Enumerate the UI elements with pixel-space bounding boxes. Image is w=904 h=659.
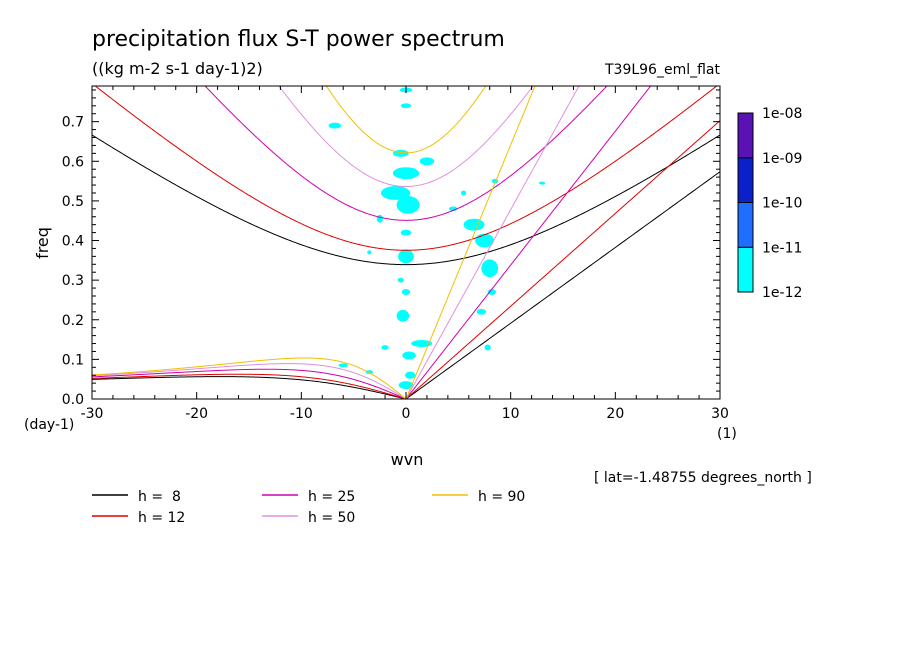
y-tick-label: 0.0 xyxy=(62,392,84,408)
dispersion-curve-h25-ig xyxy=(204,86,608,221)
y-axis-label: freq xyxy=(33,227,52,259)
legend-label: h = 50 xyxy=(308,510,355,526)
colorbar-label: 1e-12 xyxy=(762,285,802,301)
y-tick-label: 0.3 xyxy=(62,273,84,289)
spectrum-blob xyxy=(392,167,420,180)
legend-label: h = 90 xyxy=(478,489,525,505)
x-tick-label: -10 xyxy=(290,406,313,422)
spectrum-blob xyxy=(398,381,414,390)
spectrum-blob xyxy=(538,181,546,185)
dispersion-curve-h25-er xyxy=(92,368,407,399)
dispersion-curve-h50-er xyxy=(92,363,407,399)
y-tick-label: 0.1 xyxy=(62,352,84,368)
y-tick-label: 0.7 xyxy=(62,115,84,131)
spectrum-blob xyxy=(463,218,485,231)
dispersion-curve-h90-er xyxy=(92,357,407,399)
dispersion-curve-h90-kel xyxy=(405,86,536,399)
legend: h = 8 h = 12 h = 25 h = 50 h = 90 xyxy=(92,489,525,526)
spectrum-blob xyxy=(365,370,374,375)
dispersion-curve-h8-ig xyxy=(92,134,720,266)
dispersion-curve-h12-ig xyxy=(94,86,718,251)
spectrum-blob xyxy=(396,309,410,322)
dispersion-curve-h50-kel xyxy=(405,86,580,399)
colorbar-label: 1e-08 xyxy=(762,106,802,122)
y-tick-label: 0.2 xyxy=(62,313,84,329)
dispersion-curve-h50-ig xyxy=(278,86,534,188)
spectrum-blob xyxy=(396,195,420,214)
spectrum-blob xyxy=(328,122,342,129)
colorbar-swatch xyxy=(737,202,754,248)
colorbar-swatch xyxy=(737,157,754,203)
x-tick-label: -30 xyxy=(81,406,104,422)
chart-title: precipitation flux S-T power spectrum xyxy=(92,27,505,52)
x-tick-label: 20 xyxy=(606,406,624,422)
spectrum-blob xyxy=(487,289,497,295)
y-tick-label: 0.6 xyxy=(62,154,84,170)
dispersion-curve-h8-kel xyxy=(405,171,720,399)
chart-subtitle: ((kg m-2 s-1 day-1)2) xyxy=(92,59,263,78)
spectrum-blob xyxy=(338,363,348,368)
spectrum-contours xyxy=(328,87,546,390)
spectrum-blob xyxy=(404,371,416,379)
x-tick-label: -20 xyxy=(185,406,208,422)
spectrum-blob xyxy=(476,308,487,315)
colorbar: 1e-12 1e-11 1e-10 1e-09 1e-08 xyxy=(737,106,802,301)
spectrum-blob xyxy=(402,351,416,360)
run-label: T39L96_eml_flat xyxy=(604,62,721,78)
spectrum-blob xyxy=(419,157,435,166)
spectrum-blob xyxy=(397,277,404,283)
spectrum-blob xyxy=(367,250,372,255)
x-tick-label: 0 xyxy=(402,406,411,422)
dispersion-curve-h25-kel xyxy=(405,86,652,399)
dispersion-curves xyxy=(92,86,720,399)
x-unit-label: (1) xyxy=(717,426,737,442)
colorbar-label: 1e-11 xyxy=(762,240,802,256)
y-unit-label: (day-1) xyxy=(24,417,74,433)
spectrum-blob xyxy=(411,339,433,348)
legend-label: h = 25 xyxy=(308,489,355,505)
colorbar-label: 1e-10 xyxy=(762,196,802,212)
x-tick-label: 10 xyxy=(502,406,520,422)
spectrum-blob xyxy=(380,186,411,200)
colorbar-label: 1e-09 xyxy=(762,151,802,167)
legend-label: h = 12 xyxy=(138,510,185,526)
dispersion-curve-h8-er xyxy=(92,376,407,399)
legend-label: h = 8 xyxy=(138,489,181,505)
spectrum-blob xyxy=(376,214,383,223)
spectrum-blob xyxy=(381,345,389,350)
x-axis: -30 -20 -10 0 10 20 30 xyxy=(81,86,729,422)
y-tick-label: 0.4 xyxy=(62,234,84,250)
dispersion-curve-h12-kel xyxy=(405,120,720,399)
spectrum-blob xyxy=(400,229,412,236)
spectrum-blob xyxy=(484,344,491,351)
spectrum-blob xyxy=(400,103,412,109)
y-tick-label: 0.5 xyxy=(62,194,84,210)
colorbar-swatch xyxy=(737,112,754,159)
spectrum-blob xyxy=(481,259,499,278)
colorbar-swatch xyxy=(737,246,754,293)
spectrum-blob xyxy=(460,190,467,196)
latitude-note: [ lat=-1.48755 degrees_north ] xyxy=(594,470,812,486)
dispersion-curve-h90-ig xyxy=(325,86,487,154)
spectrum-blob xyxy=(398,249,414,264)
x-tick-label: 30 xyxy=(711,406,729,422)
y-axis: 0.0 0.1 0.2 0.3 0.4 0.5 0.6 0.7 xyxy=(62,89,720,408)
spectrum-blob xyxy=(401,289,411,295)
x-axis-label: wvn xyxy=(391,450,424,469)
dispersion-curve-h12-er xyxy=(92,373,407,399)
